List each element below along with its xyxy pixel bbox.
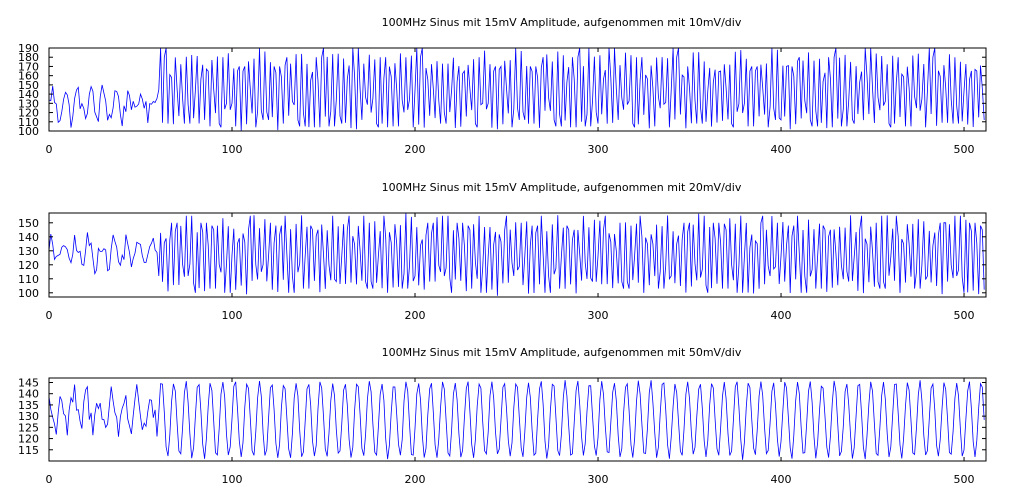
series-line [48,380,985,460]
chart-title: 100MHz Sinus mit 15mV Amplitude, aufgeno… [382,16,742,29]
y-tick-label: 115 [18,444,39,457]
y-tick-label: 140 [18,388,39,401]
x-tick-label: 400 [771,473,792,486]
x-tick-label: 0 [46,473,53,486]
x-tick-label: 0 [46,309,53,322]
chart-panel-10mv: 100MHz Sinus mit 15mV Amplitude, aufgeno… [18,16,987,156]
y-tick-label: 130 [18,97,39,110]
y-tick-label: 180 [18,51,39,64]
series-line [48,47,985,131]
x-tick-label: 500 [954,473,975,486]
y-tick-label: 130 [18,410,39,423]
y-tick-label: 110 [18,273,39,286]
x-tick-label: 500 [954,309,975,322]
y-tick-label: 120 [18,259,39,272]
chart-panel-20mv: 100MHz Sinus mit 15mV Amplitude, aufgeno… [18,181,987,322]
y-tick-label: 150 [18,217,39,230]
plot-frame [48,377,987,462]
x-tick-label: 200 [405,143,426,156]
x-tick-label: 100 [222,143,243,156]
x-tick-label: 400 [771,143,792,156]
y-tick-label: 120 [18,107,39,120]
chart-title: 100MHz Sinus mit 15mV Amplitude, aufgeno… [382,346,742,359]
x-tick-label: 300 [588,309,609,322]
y-tick-label: 190 [18,42,39,55]
y-tick-label: 130 [18,245,39,258]
y-tick-label: 150 [18,79,39,92]
x-tick-label: 500 [954,143,975,156]
y-tick-label: 120 [18,433,39,446]
y-tick-label: 125 [18,421,39,434]
x-tick-label: 100 [222,309,243,322]
y-tick-label: 140 [18,231,39,244]
y-tick-label: 135 [18,399,39,412]
x-tick-label: 200 [405,309,426,322]
y-tick-label: 170 [18,60,39,73]
chart-title: 100MHz Sinus mit 15mV Amplitude, aufgeno… [382,181,742,194]
x-tick-label: 300 [588,143,609,156]
x-tick-label: 0 [46,143,53,156]
y-tick-label: 100 [18,287,39,300]
x-tick-label: 300 [588,473,609,486]
y-tick-label: 110 [18,116,39,129]
y-tick-label: 160 [18,70,39,83]
x-tick-label: 400 [771,309,792,322]
plot-frame [48,47,987,132]
series-line [48,213,985,296]
y-tick-label: 140 [18,88,39,101]
y-tick-label: 145 [18,376,39,389]
plot-frame [48,212,987,298]
x-tick-label: 100 [222,473,243,486]
y-tick-label: 100 [18,125,39,138]
chart-panel-50mv: 100MHz Sinus mit 15mV Amplitude, aufgeno… [18,346,987,486]
x-tick-label: 200 [405,473,426,486]
